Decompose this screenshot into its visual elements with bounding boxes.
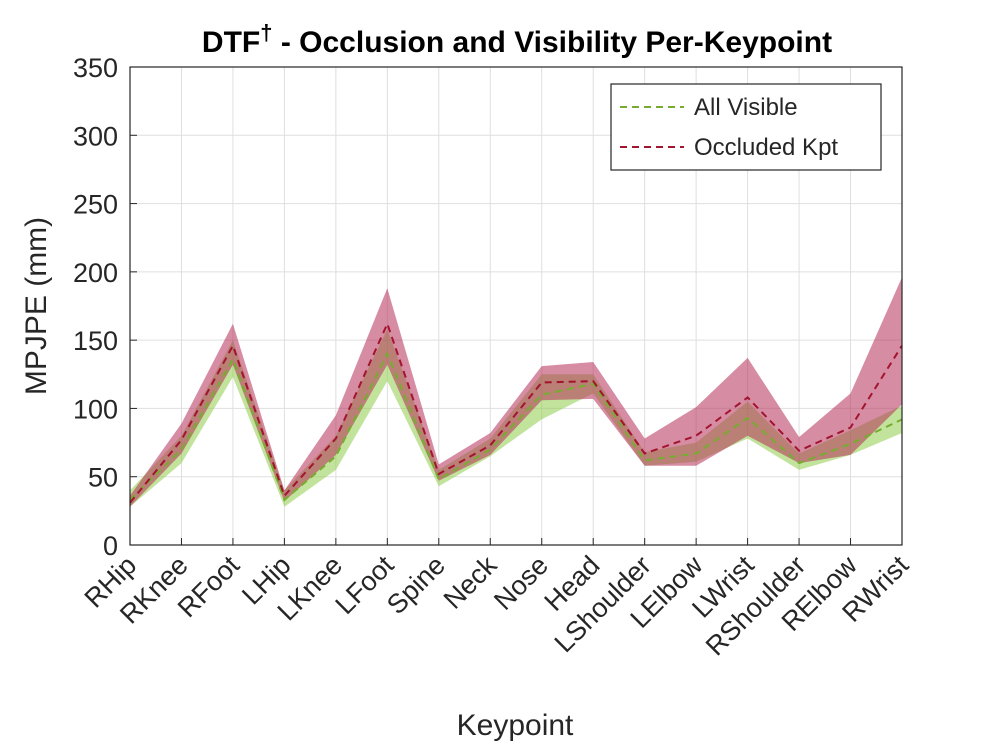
x-tick-label-nose: Nose: [488, 550, 554, 616]
axes-box: [129, 66, 903, 546]
y-tick-label-250: 250: [73, 190, 118, 220]
y-tick-label-300: 300: [73, 121, 118, 151]
chart-title-rest: - Occlusion and Visibility Per-Keypoint: [273, 26, 833, 59]
band-occluded-kpt: [130, 277, 902, 507]
y-tick-label-150: 150: [73, 326, 118, 356]
chart-title-symbol: †: [260, 20, 272, 45]
x-tick-labels: RHipRKneeRFootLHipLKneeLFootSpineNeckNos…: [79, 550, 915, 662]
legend-label-occluded-kpt: Occluded Kpt: [694, 134, 838, 161]
legend: All Visible Occluded Kpt: [610, 83, 882, 171]
y-axis-label: MPJPE (mm): [20, 217, 53, 395]
chart-title: DTF† - Occlusion and Visibility Per-Keyp…: [202, 20, 832, 59]
legend-label-all-visible: All Visible: [694, 94, 798, 121]
y-tick-label-350: 350: [73, 53, 118, 83]
x-tick-label-spine: Spine: [381, 550, 451, 620]
chart-title-main: DTF: [202, 26, 260, 59]
y-tick-label-50: 50: [88, 463, 118, 493]
line-occluded-kpt: [129, 321, 903, 504]
y-tick-labels: 0 50 100 150 200 250 300 350: [73, 53, 118, 561]
y-tick-label-0: 0: [103, 531, 118, 561]
x-tick-label-lfoot: LFoot: [330, 550, 400, 620]
line-all-visible: [129, 351, 903, 502]
x-tick-label-neck: Neck: [438, 550, 503, 615]
legend-box: [610, 83, 882, 171]
x-axis-label: Keypoint: [457, 709, 574, 742]
confidence-bands: [130, 277, 902, 507]
y-tick-label-100: 100: [73, 394, 118, 424]
y-tick-label-200: 200: [73, 258, 118, 288]
series-lines: [129, 321, 903, 504]
